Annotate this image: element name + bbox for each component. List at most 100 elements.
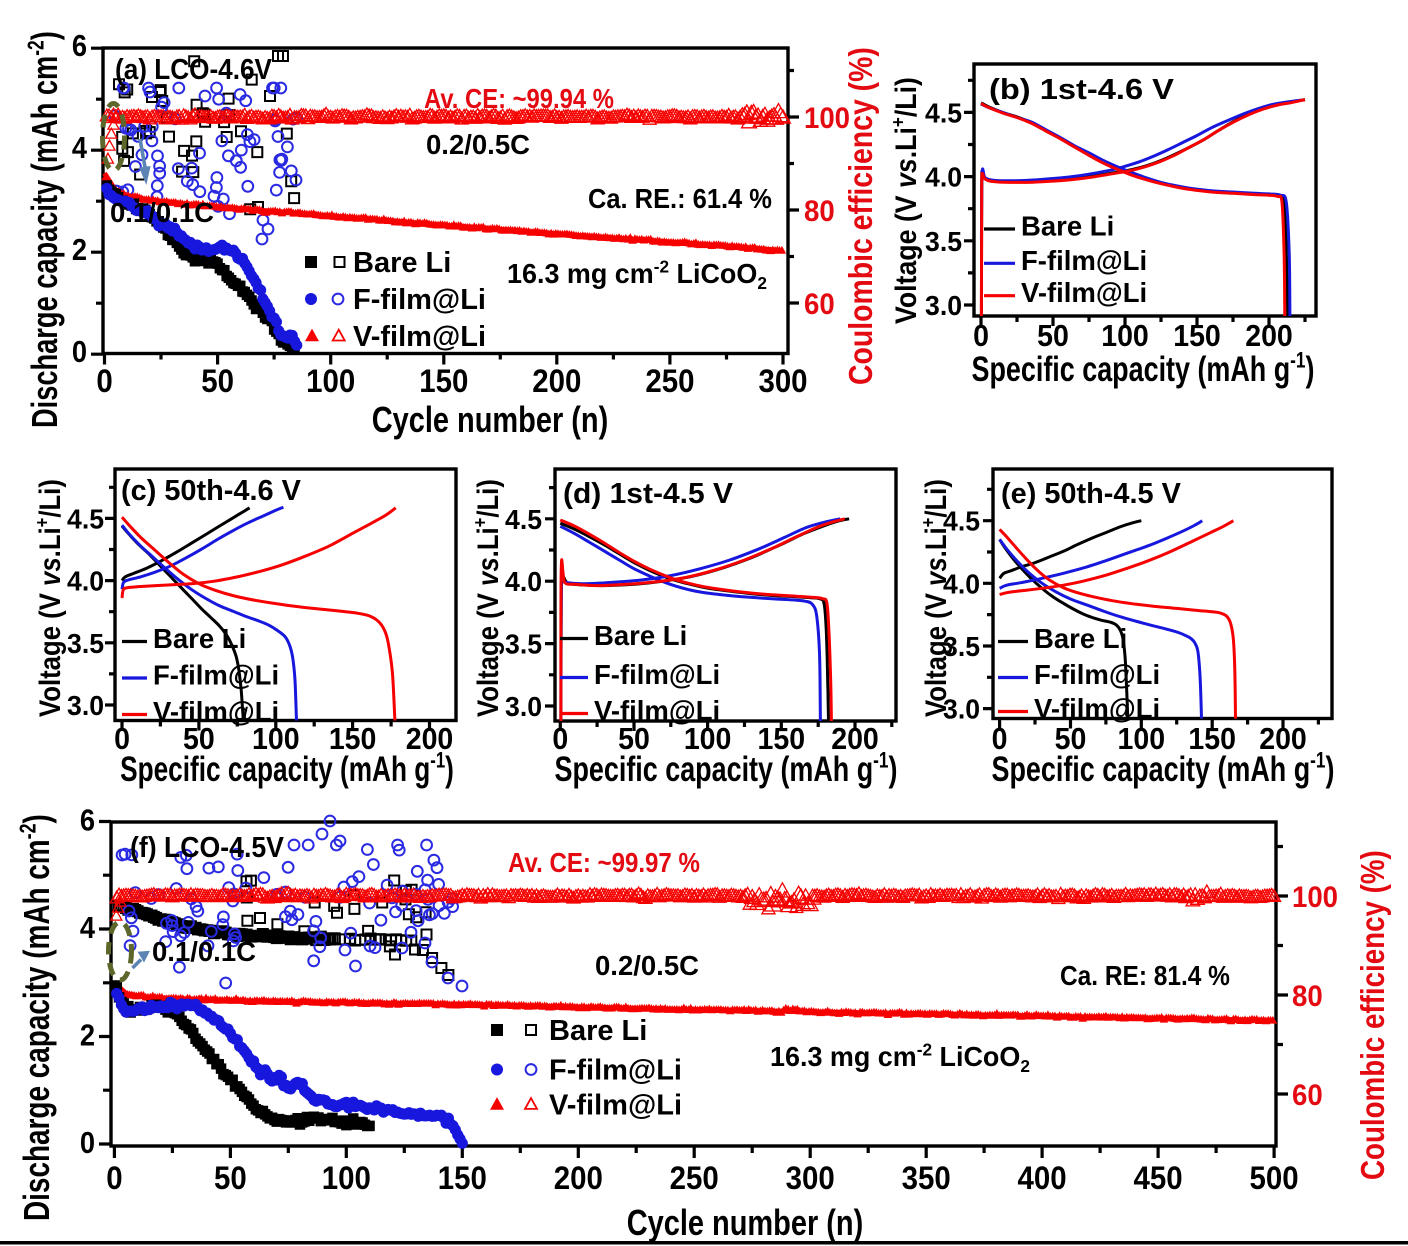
svg-text:0: 0 [552, 722, 568, 756]
svg-text:F-film@Li: F-film@Li [153, 660, 279, 691]
svg-text:50: 50 [618, 722, 650, 756]
svg-text:Voltage (V vs.Li+/Li): Voltage (V vs.Li+/Li) [917, 479, 952, 717]
svg-text:3.5: 3.5 [925, 225, 962, 257]
svg-text:4: 4 [72, 132, 88, 166]
svg-text:Bare Li: Bare Li [594, 620, 687, 651]
svg-text:100: 100 [306, 363, 355, 399]
svg-text:50: 50 [1037, 319, 1069, 353]
svg-text:150: 150 [329, 722, 377, 756]
svg-text:150: 150 [438, 1160, 487, 1196]
svg-text:100: 100 [804, 102, 850, 135]
svg-text:0: 0 [973, 319, 989, 353]
svg-text:6: 6 [80, 804, 95, 838]
svg-text:Specific capacity (mAh g-1): Specific capacity (mAh g-1) [992, 749, 1335, 789]
svg-text:4.0: 4.0 [67, 565, 104, 597]
svg-text:Voltage (V vs.Li+/Li): Voltage (V vs.Li+/Li) [469, 479, 504, 717]
svg-text:4.5: 4.5 [925, 97, 962, 129]
svg-text:100: 100 [1118, 722, 1166, 756]
svg-text:F-film@Li: F-film@Li [594, 659, 720, 690]
svg-text:V-film@Li: V-film@Li [594, 695, 720, 726]
svg-text:100: 100 [322, 1160, 371, 1196]
svg-text:100: 100 [1101, 319, 1149, 353]
svg-text:F-film@Li: F-film@Li [549, 1055, 682, 1087]
svg-text:F-film@Li: F-film@Li [353, 284, 486, 316]
svg-text:Bare Li: Bare Li [549, 1015, 647, 1047]
svg-text:60: 60 [804, 288, 835, 321]
svg-text:3.5: 3.5 [505, 628, 542, 660]
svg-text:4.0: 4.0 [505, 566, 542, 598]
svg-text:Specific capacity (mAh g-1): Specific capacity (mAh g-1) [972, 349, 1315, 389]
svg-text:0: 0 [72, 336, 87, 370]
svg-text:350: 350 [902, 1160, 951, 1196]
svg-text:3.5: 3.5 [943, 630, 980, 662]
svg-text:80: 80 [804, 195, 835, 228]
svg-text:60: 60 [1292, 1079, 1323, 1112]
svg-text:150: 150 [758, 722, 806, 756]
svg-text:100: 100 [252, 722, 300, 756]
svg-text:200: 200 [532, 363, 581, 399]
svg-text:Cycle number (n): Cycle number (n) [627, 1202, 864, 1243]
svg-text:400: 400 [1018, 1160, 1067, 1196]
svg-text:250: 250 [645, 363, 694, 399]
svg-text:0: 0 [106, 1160, 122, 1196]
svg-text:Discharge capacity (mAh cm-2): Discharge capacity (mAh cm-2) [24, 31, 65, 428]
svg-text:4.5: 4.5 [505, 503, 542, 535]
svg-text:50: 50 [1055, 722, 1087, 756]
svg-text:(c) 50th-4.6 V: (c) 50th-4.6 V [121, 475, 302, 507]
svg-text:Av. CE: ~99.94 %: Av. CE: ~99.94 % [424, 82, 614, 114]
svg-text:500: 500 [1250, 1160, 1299, 1196]
svg-text:Bare Li: Bare Li [1034, 623, 1127, 654]
svg-text:0.2/0.5C: 0.2/0.5C [426, 129, 530, 160]
svg-text:V-film@Li: V-film@Li [1034, 693, 1160, 724]
svg-text:200: 200 [1259, 722, 1307, 756]
svg-text:Specific capacity (mAh g-1): Specific capacity (mAh g-1) [555, 749, 898, 789]
svg-text:F-film@Li: F-film@Li [1021, 245, 1147, 276]
svg-text:200: 200 [406, 722, 454, 756]
svg-text:3.0: 3.0 [943, 693, 980, 725]
svg-text:16.3 mg cm-2 LiCoO2: 16.3 mg cm-2 LiCoO2 [507, 256, 767, 293]
svg-text:4: 4 [80, 911, 96, 945]
svg-text:200: 200 [554, 1160, 603, 1196]
svg-text:(f) LCO-4.5V: (f) LCO-4.5V [130, 831, 284, 863]
svg-text:150: 150 [419, 363, 468, 399]
svg-text:3.0: 3.0 [505, 690, 542, 722]
svg-text:150: 150 [1188, 722, 1236, 756]
svg-text:4.0: 4.0 [925, 161, 962, 193]
svg-text:Ca. RE.: 61.4 %: Ca. RE.: 61.4 % [588, 183, 772, 214]
svg-text:0: 0 [992, 722, 1008, 756]
svg-text:2: 2 [80, 1019, 95, 1053]
svg-text:(d) 1st-4.5 V: (d) 1st-4.5 V [563, 477, 733, 509]
svg-text:0.1/0.1C: 0.1/0.1C [152, 936, 256, 967]
svg-text:50: 50 [183, 722, 215, 756]
svg-text:Voltage (V vs.Li+/Li): Voltage (V vs.Li+/Li) [31, 479, 66, 717]
svg-text:200: 200 [1245, 319, 1293, 353]
svg-text:0: 0 [114, 722, 130, 756]
svg-text:Discharge capacity (mAh cm-2): Discharge capacity (mAh cm-2) [15, 814, 57, 1221]
svg-text:(e) 50th-4.5 V: (e) 50th-4.5 V [1001, 478, 1182, 510]
svg-text:Bare Li: Bare Li [1021, 211, 1114, 242]
svg-text:450: 450 [1134, 1160, 1183, 1196]
svg-text:0.2/0.5C: 0.2/0.5C [595, 950, 699, 981]
svg-text:3.0: 3.0 [67, 689, 104, 721]
svg-text:4.5: 4.5 [943, 505, 980, 537]
svg-text:F-film@Li: F-film@Li [1034, 659, 1160, 690]
svg-text:6: 6 [72, 30, 87, 64]
svg-text:0: 0 [80, 1126, 95, 1160]
svg-text:100: 100 [1292, 881, 1338, 914]
svg-text:Bare Li: Bare Li [353, 247, 451, 279]
svg-text:V-film@Li: V-film@Li [549, 1089, 682, 1121]
svg-text:Coulombic efficiency (%): Coulombic efficiency (%) [1355, 850, 1392, 1180]
svg-text:Specific capacity (mAh g-1): Specific capacity (mAh g-1) [120, 748, 454, 788]
svg-text:V-film@Li: V-film@Li [353, 321, 486, 353]
svg-text:Voltage (V vs.Li+/Li): Voltage (V vs.Li+/Li) [888, 77, 924, 324]
svg-text:4.5: 4.5 [67, 503, 104, 535]
svg-text:Av. CE: ~99.97 %: Av. CE: ~99.97 % [508, 846, 700, 878]
svg-text:Coulombic efficiency (%): Coulombic efficiency (%) [842, 47, 880, 385]
svg-text:300: 300 [758, 363, 807, 399]
svg-text:150: 150 [1173, 319, 1221, 353]
svg-text:3.0: 3.0 [925, 289, 962, 321]
svg-text:Bare Li: Bare Li [153, 623, 246, 654]
svg-text:2: 2 [72, 234, 87, 268]
svg-text:50: 50 [214, 1160, 247, 1196]
svg-text:80: 80 [1292, 980, 1323, 1013]
